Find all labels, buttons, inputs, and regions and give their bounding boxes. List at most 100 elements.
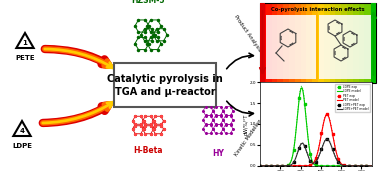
FancyArrowPatch shape (45, 49, 113, 68)
FancyArrowPatch shape (45, 49, 110, 66)
LDPE exp (342, 165, 347, 167)
Bar (347, 3, 353, 83)
Bar (301, 3, 307, 83)
LDPE+PET model (332, 154, 337, 156)
LDPE+PET model (258, 165, 262, 167)
Bar (266, 3, 272, 83)
Bar (364, 3, 370, 83)
LDPE model (277, 165, 282, 167)
PET model (342, 164, 347, 166)
PET exp (287, 165, 291, 167)
LDPE exp (308, 155, 313, 157)
FancyBboxPatch shape (114, 63, 216, 107)
PET exp (332, 144, 337, 146)
PET model (287, 165, 291, 167)
FancyArrowPatch shape (43, 106, 108, 123)
Bar (341, 3, 347, 83)
LDPE model (299, 87, 304, 89)
Line: LDPE+PET exp: LDPE+PET exp (259, 138, 373, 167)
Line: LDPE exp: LDPE exp (259, 85, 373, 167)
Bar (330, 3, 335, 83)
Line: PET model: PET model (260, 115, 372, 166)
LDPE model (369, 165, 374, 167)
PET exp (342, 164, 347, 166)
Line: LDPE+PET model: LDPE+PET model (260, 139, 372, 166)
LDPE model (308, 155, 313, 157)
Text: Catalytic pyrolysis in: Catalytic pyrolysis in (107, 74, 223, 84)
FancyArrowPatch shape (45, 49, 108, 65)
PET model (258, 165, 262, 167)
Text: Kinetic Modeling: Kinetic Modeling (234, 118, 263, 157)
Bar (295, 3, 301, 83)
LDPE+PET exp (342, 165, 347, 167)
Bar (272, 3, 277, 83)
LDPE exp (299, 85, 304, 87)
Text: Product Analysis: Product Analysis (234, 15, 263, 53)
Text: HZSM-5: HZSM-5 (131, 0, 165, 5)
Y-axis label: dW/%/°T: dW/%/°T (243, 113, 248, 135)
LDPE+PET model (287, 165, 291, 167)
Line: LDPE model: LDPE model (260, 88, 372, 166)
Bar (318, 3, 324, 83)
LDPE exp (287, 164, 291, 166)
Bar (353, 3, 359, 83)
Text: Co-pyrolysis interaction effects: Co-pyrolysis interaction effects (271, 6, 365, 11)
Line: PET exp: PET exp (259, 113, 373, 167)
Bar (283, 3, 289, 83)
FancyArrowPatch shape (43, 104, 110, 123)
LDPE+PET model (308, 160, 313, 162)
LDPE model (287, 164, 291, 166)
Text: HY: HY (212, 149, 224, 158)
LDPE+PET model (325, 138, 329, 140)
FancyBboxPatch shape (266, 15, 316, 79)
FancyBboxPatch shape (319, 15, 371, 79)
Text: H-Beta: H-Beta (133, 146, 163, 155)
PET model (324, 115, 328, 117)
LDPE+PET exp (325, 138, 329, 140)
LDPE+PET exp (308, 160, 313, 162)
LDPE+PET exp (324, 138, 328, 140)
PET model (332, 145, 337, 147)
LDPE model (342, 165, 347, 167)
LDPE+PET model (369, 165, 374, 167)
LDPE exp (277, 165, 282, 167)
PET exp (369, 165, 374, 167)
FancyArrowPatch shape (43, 102, 113, 123)
PET model (369, 165, 374, 167)
PET exp (325, 113, 329, 115)
PET model (308, 164, 313, 166)
LDPE+PET exp (258, 165, 262, 167)
PET exp (277, 165, 282, 167)
Text: LDPE: LDPE (12, 143, 32, 149)
LDPE exp (332, 165, 337, 167)
LDPE exp (369, 165, 374, 167)
PET exp (308, 164, 313, 166)
Bar (312, 3, 318, 83)
Text: 4: 4 (20, 128, 25, 134)
Bar (289, 3, 295, 83)
LDPE exp (324, 165, 328, 167)
LDPE model (324, 165, 328, 167)
Bar (370, 3, 376, 83)
LDPE+PET model (342, 165, 347, 167)
LDPE model (332, 165, 337, 167)
FancyArrowPatch shape (227, 101, 253, 116)
LDPE+PET model (324, 139, 328, 141)
Legend: LDPE exp, LDPE model, PET exp, PET model, LDPE+PET exp, LDPE+PET model: LDPE exp, LDPE model, PET exp, PET model… (335, 84, 370, 112)
PET exp (324, 114, 328, 116)
LDPE+PET model (277, 165, 282, 167)
Bar (335, 3, 341, 83)
LDPE model (258, 165, 262, 167)
Bar (260, 3, 376, 83)
Text: PETE: PETE (15, 55, 35, 61)
PET model (325, 114, 329, 116)
PET model (277, 165, 282, 167)
Bar (260, 3, 265, 83)
FancyArrowPatch shape (227, 53, 253, 69)
Bar (277, 3, 283, 83)
LDPE+PET exp (369, 165, 374, 167)
LDPE exp (258, 165, 262, 167)
Bar (324, 3, 330, 83)
LDPE+PET exp (332, 154, 337, 156)
Text: 1: 1 (23, 40, 28, 46)
